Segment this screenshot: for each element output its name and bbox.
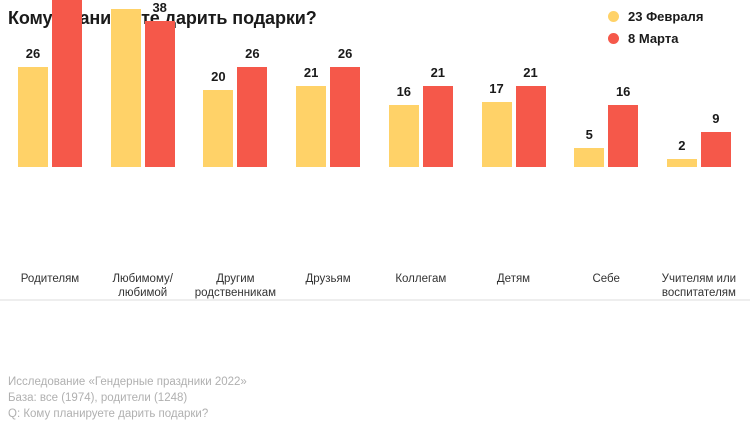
- bar[interactable]: [52, 0, 82, 167]
- bar-value-label: 26: [25, 46, 41, 61]
- x-axis-category-label: Себе: [592, 273, 620, 285]
- x-axis-category-label: Коллегам: [395, 273, 447, 285]
- x-axis-category-label: Друзьям: [305, 273, 351, 285]
- x-axis-category-label: Родителям: [20, 273, 80, 285]
- footnote: Исследование «Гендерные праздники 2022» …: [8, 374, 247, 422]
- x-axis-category-label: Детям: [496, 273, 531, 285]
- bar[interactable]: [666, 159, 697, 167]
- bar-group: 16 21 Коллегам: [388, 0, 453, 285]
- bar-group-bars: 17 21: [481, 0, 546, 167]
- bar-value-label: 21: [430, 65, 446, 81]
- bar-value-label: 26: [337, 46, 353, 61]
- footnote-line-1: Исследование «Гендерные праздники 2022»: [8, 376, 247, 388]
- chart-legend: 23 Февраля 8 Марта: [608, 9, 703, 46]
- bar-group-bars: 20 26: [203, 0, 268, 167]
- bar-group-bars: 2648: [18, 0, 82, 167]
- bar-group-bars: 5 16: [574, 0, 639, 167]
- legend-color-dot-icon: [608, 11, 619, 22]
- bar-group: 21 26 Друзьям: [296, 0, 361, 285]
- bar[interactable]: [203, 90, 234, 167]
- bar-value-label: 41: [111, 0, 141, 3]
- legend-item-0[interactable]: 23 Февраля: [608, 9, 703, 24]
- bar[interactable]: [144, 20, 175, 167]
- bar[interactable]: [515, 86, 546, 167]
- legend-item-1[interactable]: 8 Марта: [608, 31, 703, 46]
- bar-value-label: 5: [585, 126, 593, 142]
- footnote-line-2: База: все (1974), родители (1248): [8, 392, 188, 404]
- bar-value-label: 26: [245, 46, 260, 61]
- plot-area: 2648Родителям4138Любимому/любимой2026Дру…: [0, 0, 750, 301]
- bar-value-label: 9: [712, 111, 720, 127]
- bar[interactable]: [388, 105, 419, 167]
- bar-value-label: 16: [396, 84, 412, 100]
- bar[interactable]: [481, 101, 512, 167]
- bar-group: 5 16 Себе: [574, 0, 639, 285]
- bar-group-bars: 16 21: [388, 0, 453, 167]
- bar-value-label: 20: [211, 69, 226, 85]
- x-axis-category-label: Любимому/любимой: [112, 273, 173, 299]
- bar-value-label: 16: [615, 84, 631, 100]
- bar[interactable]: [110, 9, 141, 167]
- legend-item-label: 8 Марта: [628, 31, 679, 46]
- x-axis-category-label: Учителям или воспитателям: [661, 273, 737, 299]
- legend-item-label: 23 Февраля: [628, 9, 704, 24]
- bar-value-label: 38: [152, 0, 167, 15]
- bar-group: 20 26 Другим родственникам: [195, 0, 276, 300]
- footnote-line-3: Q: Кому планируете дарить подарки?: [8, 408, 209, 420]
- legend-color-dot-icon: [608, 33, 619, 44]
- bar-group: 2 9 Учителям или воспитателям: [662, 0, 736, 299]
- bar[interactable]: [330, 67, 361, 167]
- bar[interactable]: [574, 147, 605, 167]
- bar-value-label: 17: [489, 80, 504, 96]
- bar-group: 41 38 Любимому/любимой: [110, 0, 175, 299]
- bar[interactable]: [237, 67, 268, 167]
- bar-value-label: 21: [303, 65, 319, 81]
- bar[interactable]: [608, 105, 639, 167]
- bar[interactable]: [18, 67, 48, 167]
- chart-title: Кому планируете дарить подарки?: [8, 8, 317, 28]
- bar-group-bars: 21 26: [296, 0, 361, 167]
- bar-value-label: 2: [678, 138, 686, 154]
- bar[interactable]: [700, 132, 731, 167]
- bar-group: 17 21 Детям: [481, 0, 546, 285]
- x-axis-category-label: Другим родственникам: [194, 273, 277, 299]
- bar-group: 2648 Родителям: [18, 0, 82, 285]
- bar[interactable]: [422, 86, 453, 167]
- bar-value-label: 21: [523, 65, 538, 81]
- bar-group-bars: 41 38: [110, 0, 175, 167]
- bar[interactable]: [296, 86, 327, 167]
- x-axis-baseline: [0, 299, 750, 301]
